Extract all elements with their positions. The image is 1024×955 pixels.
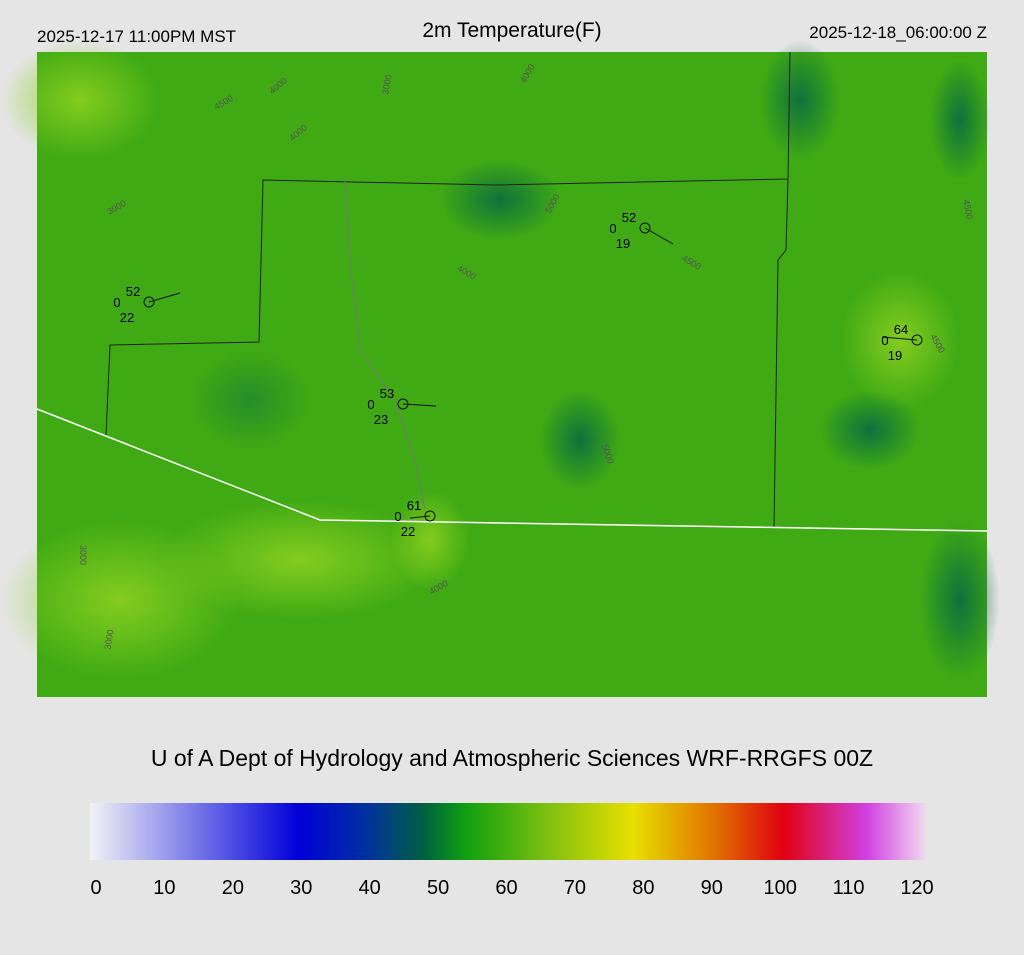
contour-label: 3000 xyxy=(78,545,88,565)
temperature: 53 xyxy=(380,386,394,401)
colorbar-tick-label: 0 xyxy=(90,877,101,899)
calm: 0 xyxy=(113,295,120,310)
station: 64 019 xyxy=(881,322,923,363)
boundaries xyxy=(105,51,791,529)
colorbar-tick-label: 50 xyxy=(427,877,449,899)
station: 61 022 xyxy=(394,498,436,539)
station-circle xyxy=(911,334,923,346)
terrain-shading xyxy=(0,40,1000,680)
station-circle xyxy=(424,510,436,522)
wind-barb xyxy=(402,403,437,407)
contour-label: 3000 xyxy=(380,74,393,95)
map-title: 2m Temperature(F) xyxy=(422,19,601,42)
colorbar-tick-label: 20 xyxy=(222,877,244,899)
dewpoint: 22 xyxy=(401,524,415,539)
colorbar-tick-label: 110 xyxy=(833,877,865,899)
colorbar-tick-label: 60 xyxy=(495,877,517,899)
calm: 0 xyxy=(394,509,401,524)
station-circle xyxy=(639,222,651,234)
colorbar-tick-label: 120 xyxy=(900,877,933,899)
river xyxy=(344,179,426,511)
colorbar-tick-label: 30 xyxy=(290,877,312,899)
station-circle xyxy=(143,296,155,308)
colorbar xyxy=(90,803,925,860)
colorbar-tick-label: 10 xyxy=(153,877,175,899)
dewpoint: 19 xyxy=(616,236,630,251)
temperature: 52 xyxy=(622,210,636,225)
dewpoint: 22 xyxy=(120,310,134,325)
wind-barb xyxy=(409,515,431,519)
contour-label: 3000 xyxy=(102,629,115,650)
wind-barb xyxy=(881,336,918,341)
colorbar-ticks: 0 10 20 30 40 50 60 70 80 90 100 110 120 xyxy=(90,877,933,899)
colorbar-tick-label: 70 xyxy=(564,877,586,899)
station: 53 023 xyxy=(367,386,437,427)
temperature: 61 xyxy=(407,498,421,513)
border-line xyxy=(36,408,988,532)
valid-utc-time: 2025-12-18_06:00:00 Z xyxy=(809,23,987,42)
calm: 0 xyxy=(609,221,616,236)
colorbar-tick-label: 40 xyxy=(359,877,381,899)
temperature: 52 xyxy=(126,284,140,299)
dewpoint: 23 xyxy=(374,412,388,427)
station: 52 019 xyxy=(609,210,674,251)
contour-label: 4500 xyxy=(961,199,974,220)
dewpoint: 19 xyxy=(888,348,902,363)
credit: U of A Dept of Hydrology and Atmospheric… xyxy=(151,745,873,771)
colorbar-tick-label: 80 xyxy=(632,877,654,899)
colorbar-tick-label: 100 xyxy=(763,877,796,899)
station: 52 022 xyxy=(113,284,181,325)
map-area xyxy=(0,40,1000,697)
calm: 0 xyxy=(367,397,374,412)
temperature: 64 xyxy=(894,322,908,337)
colorbar-tick-label: 90 xyxy=(701,877,723,899)
station-circle xyxy=(397,398,409,410)
calm: 0 xyxy=(881,333,888,348)
